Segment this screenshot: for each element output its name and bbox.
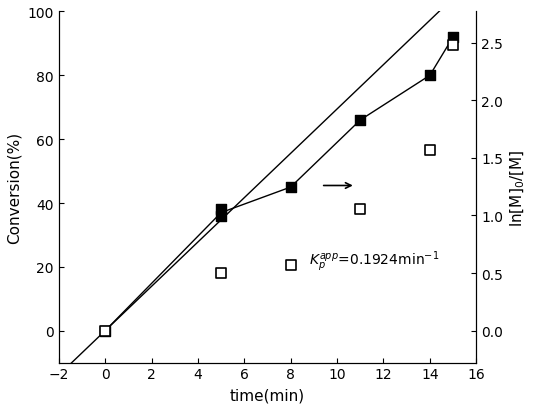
Point [217,207,225,213]
Point [356,206,365,212]
Point [217,213,225,220]
Point [449,43,457,49]
Point [286,184,295,191]
Point [426,147,434,154]
Point [356,117,365,124]
Point [449,35,457,41]
Point [101,328,109,334]
Point [426,73,434,79]
Text: $K_p^{app}$=0.1924min$^{-1}$: $K_p^{app}$=0.1924min$^{-1}$ [309,249,439,273]
X-axis label: time(min): time(min) [230,387,305,402]
Point [217,270,225,276]
Y-axis label: Conversion(%): Conversion(%) [7,132,22,243]
Point [101,328,109,334]
Point [286,262,295,269]
Y-axis label: ln[M]$_0$/[M]: ln[M]$_0$/[M] [509,149,527,226]
